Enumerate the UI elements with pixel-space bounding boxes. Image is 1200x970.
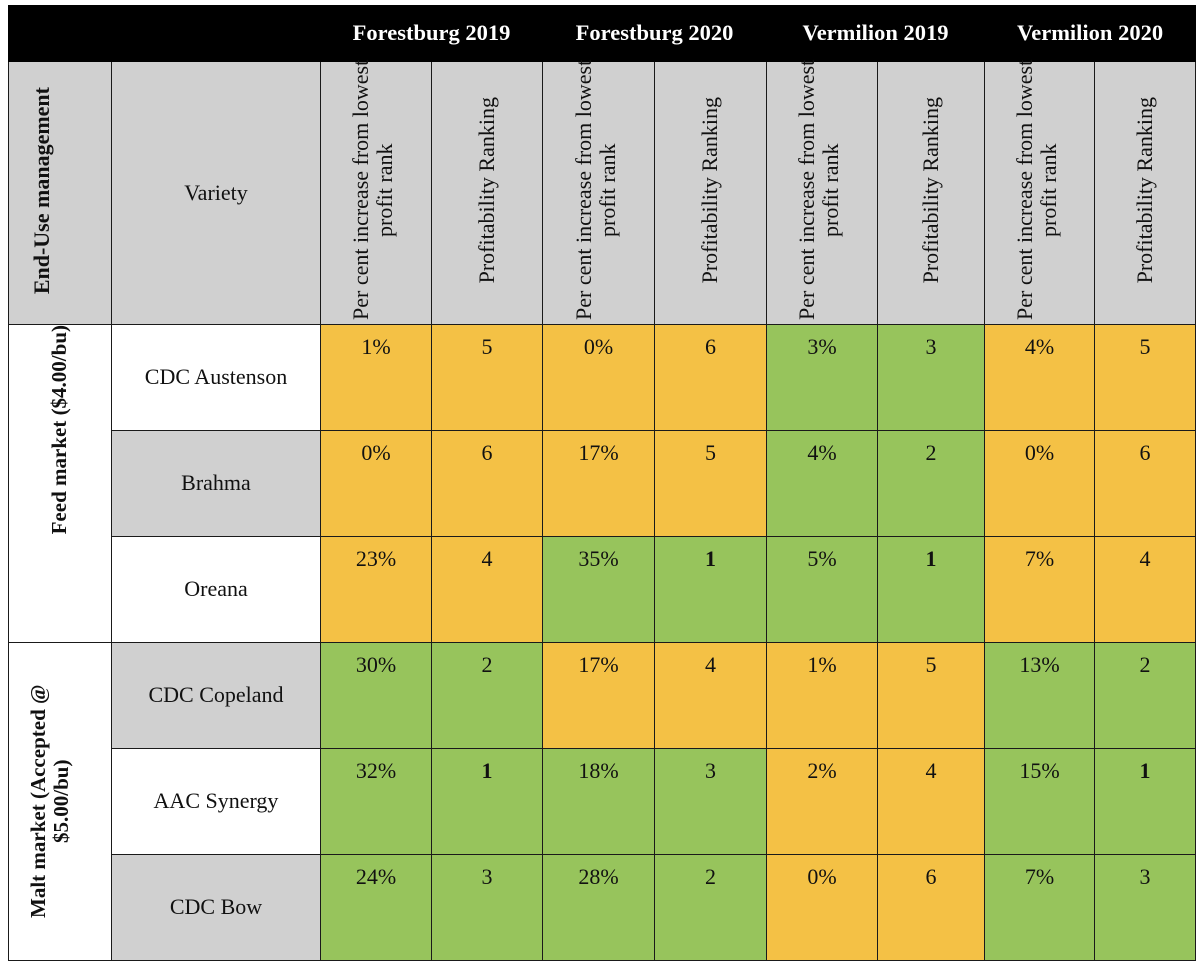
rank-cell: 2 (654, 854, 768, 961)
column-header-row: End-Use management Variety Per cent incr… (8, 60, 1197, 325)
rank-cell: 5 (654, 430, 768, 537)
rank-cell: 2 (430, 642, 544, 749)
pct-header: Per cent increase from lowest profit ran… (766, 60, 879, 325)
table-row: Oreana 23% 4 35% 1 5% 1 7% 4 (9, 536, 1197, 643)
pct-header: Per cent increase from lowest profit ran… (542, 60, 656, 325)
end-use-header: End-Use management (8, 61, 112, 325)
table-row: CDC Bow 24% 3 28% 2 0% 6 7% 3 (9, 854, 1197, 961)
rank-cell: 6 (654, 324, 768, 431)
profitability-table: Forestburg 2019 Forestburg 2020 Vermilio… (8, 5, 1197, 961)
pct-cell: 4% (984, 324, 1096, 431)
rank-cell: 3 (1094, 854, 1197, 961)
header-vermilion-2019: Vermilion 2019 (766, 5, 986, 62)
pct-cell: 30% (320, 642, 432, 749)
pct-cell: 0% (766, 854, 879, 961)
rank-header: Profitability Ranking (430, 61, 544, 325)
table-row: Feed market ($4.00/bu) CDC Austenson 1% … (8, 324, 1197, 643)
rank-cell: 6 (430, 430, 544, 537)
rank-cell: 2 (1094, 642, 1197, 749)
variety-header: Variety (111, 61, 321, 325)
pct-cell: 0% (984, 430, 1096, 537)
rank-cell: 1 (430, 748, 544, 855)
pct-header: Per cent increase from lowest profit ran… (984, 60, 1096, 325)
pct-cell: 35% (542, 536, 656, 643)
rank-header: Profitability Ranking (1094, 61, 1197, 325)
table-row: AAC Synergy 32% 1 18% 3 2% 4 15% 1 (9, 748, 1197, 855)
variety-cell: Brahma (111, 430, 321, 537)
pct-cell: 0% (542, 324, 656, 431)
pct-cell: 13% (984, 642, 1096, 749)
rank-cell: 6 (1094, 430, 1197, 537)
group-label-feed: Feed market ($4.00/bu) (8, 324, 112, 643)
rank-cell: 4 (1094, 536, 1197, 643)
pct-cell: 18% (542, 748, 656, 855)
header-forestburg-2020: Forestburg 2020 (542, 5, 768, 62)
rank-cell: 3 (654, 748, 768, 855)
rank-cell: 5 (877, 642, 986, 749)
pct-cell: 17% (542, 430, 656, 537)
pct-cell: 1% (320, 324, 432, 431)
pct-cell: 23% (320, 536, 432, 643)
rank-cell: 6 (877, 854, 986, 961)
rank-cell: 5 (1094, 324, 1197, 431)
header-vermilion-2020: Vermilion 2020 (984, 5, 1197, 62)
rank-cell: 1 (654, 536, 768, 643)
pct-cell: 17% (542, 642, 656, 749)
rank-cell: 1 (1094, 748, 1197, 855)
rank-cell: 3 (430, 854, 544, 961)
table-row: Malt market (Accepted @ $5.00/bu) CDC Co… (8, 642, 1197, 961)
header-forestburg-2019: Forestburg 2019 (319, 5, 544, 62)
pct-cell: 5% (766, 536, 879, 643)
rank-header: Profitability Ranking (654, 61, 768, 325)
variety-cell: AAC Synergy (111, 748, 321, 855)
pct-cell: 7% (984, 536, 1096, 643)
pct-cell: 32% (320, 748, 432, 855)
header-blank-cell (8, 5, 321, 62)
rank-cell: 4 (654, 642, 768, 749)
pct-cell: 1% (766, 642, 879, 749)
location-header-row: Forestburg 2019 Forestburg 2020 Vermilio… (8, 5, 1197, 62)
rank-cell: 4 (430, 536, 544, 643)
pct-cell: 0% (320, 430, 432, 537)
rank-header: Profitability Ranking (877, 61, 986, 325)
profitability-table-page: Forestburg 2019 Forestburg 2020 Vermilio… (8, 5, 1197, 961)
variety-cell: CDC Bow (111, 854, 321, 961)
pct-header: Per cent increase from lowest profit ran… (320, 60, 432, 325)
rank-cell: 4 (877, 748, 986, 855)
variety-cell: Oreana (111, 536, 321, 643)
rank-cell: 3 (877, 324, 986, 431)
rank-cell: 1 (877, 536, 986, 643)
variety-cell: CDC Copeland (111, 642, 321, 749)
pct-cell: 2% (766, 748, 879, 855)
pct-cell: 7% (984, 854, 1096, 961)
pct-cell: 4% (766, 430, 879, 537)
variety-cell: CDC Austenson (111, 324, 321, 431)
pct-cell: 15% (984, 748, 1096, 855)
pct-cell: 3% (766, 324, 879, 431)
group-label-malt: Malt market (Accepted @ $5.00/bu) (8, 642, 112, 961)
table-row: Brahma 0% 6 17% 5 4% 2 0% 6 (9, 430, 1197, 537)
rank-cell: 2 (877, 430, 986, 537)
pct-cell: 28% (542, 854, 656, 961)
pct-cell: 24% (320, 854, 432, 961)
rank-cell: 5 (430, 324, 544, 431)
